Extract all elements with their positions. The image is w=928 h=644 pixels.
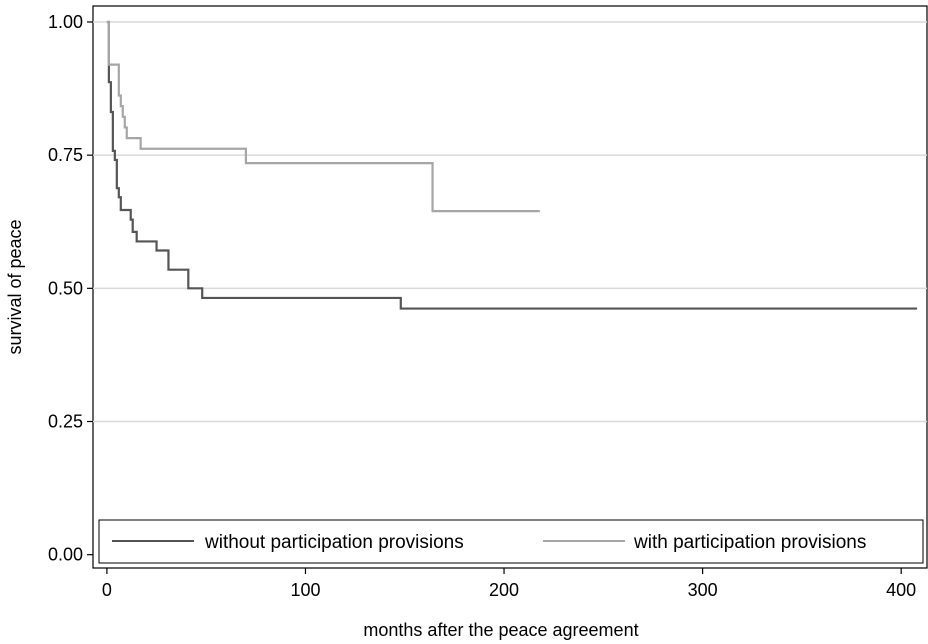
y-axis-title: survival of peace — [5, 219, 25, 354]
series-line-1 — [106, 20, 540, 213]
x-tick-label-1: 100 — [290, 580, 320, 600]
series-lines — [106, 20, 918, 310]
y-tick-label-0: 0.00 — [48, 545, 83, 565]
series-line-0 — [106, 20, 918, 310]
x-tick-label-4: 400 — [886, 580, 916, 600]
legend-label-without: without participation provisions — [204, 532, 464, 553]
grid-lines — [93, 21, 927, 423]
x-tick-label-0: 0 — [102, 580, 112, 600]
y-axis: 0.00 0.25 0.50 0.75 1.00 — [48, 12, 93, 565]
legend: without participation provisions with pa… — [98, 519, 924, 564]
x-axis: 0 100 200 300 400 — [102, 568, 916, 600]
legend-label-with: with participation provisions — [633, 532, 866, 553]
x-axis-title: months after the peace agreement — [363, 620, 638, 640]
x-tick-label-3: 300 — [688, 580, 718, 600]
y-tick-label-1: 0.25 — [48, 412, 83, 432]
x-tick-label-2: 200 — [489, 580, 519, 600]
y-tick-label-2: 0.50 — [48, 278, 83, 298]
y-tick-label-3: 0.75 — [48, 145, 83, 165]
y-tick-label-4: 1.00 — [48, 12, 83, 32]
legend-box — [98, 519, 924, 564]
plot-area — [92, 5, 928, 569]
